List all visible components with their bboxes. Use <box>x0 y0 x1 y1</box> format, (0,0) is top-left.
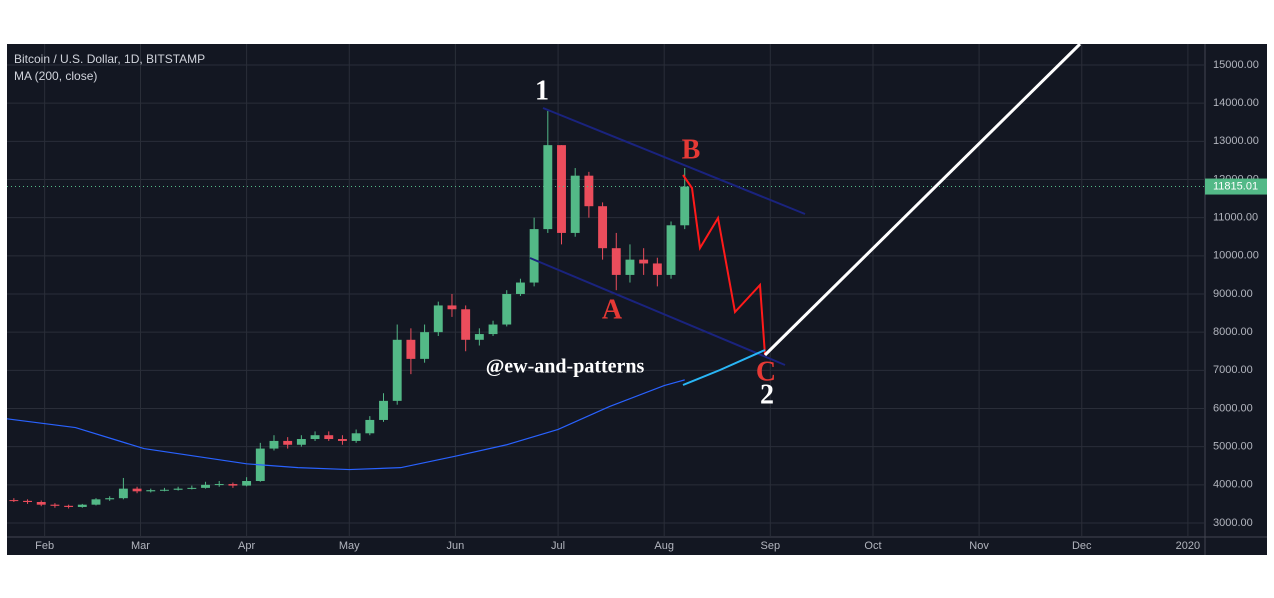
candle-body <box>365 419 375 434</box>
candle-body <box>201 484 210 488</box>
candle-body <box>611 248 621 275</box>
candle-body <box>515 282 525 294</box>
x-tick-label: Jul <box>551 540 565 552</box>
candle-body <box>461 309 471 340</box>
y-tick-label: 13000.00 <box>1213 135 1259 147</box>
upper-trendline <box>542 107 806 215</box>
candle-body <box>132 488 142 492</box>
candle-body <box>228 484 238 486</box>
candle-body <box>310 435 320 440</box>
candle-body <box>680 186 690 226</box>
chart-background <box>7 44 1267 555</box>
y-tick-label: 11000.00 <box>1213 212 1258 224</box>
wave-label: 2 <box>760 379 774 410</box>
legend-entry: MA (200, close) <box>14 69 97 83</box>
grid <box>7 44 1205 537</box>
candle-body <box>23 500 32 503</box>
candle-body <box>118 488 128 499</box>
y-tick-label: 7000.00 <box>1213 364 1253 376</box>
candle-body <box>91 499 101 505</box>
x-tick-label: Mar <box>131 540 150 552</box>
candle-body <box>420 332 430 359</box>
candle-body <box>324 435 334 440</box>
candle-body <box>584 175 594 207</box>
y-tick-label: 3000.00 <box>1213 517 1253 529</box>
y-tick-label: 5000.00 <box>1213 441 1253 453</box>
ma-line <box>6 379 685 471</box>
x-tick-label: Sep <box>761 540 781 552</box>
candle-body <box>406 339 416 359</box>
candle-body <box>242 481 252 486</box>
y-tick-label: 6000.00 <box>1213 402 1253 414</box>
x-tick-label: Apr <box>238 540 255 552</box>
wave-label: C <box>756 356 776 387</box>
marks <box>6 110 1205 509</box>
ma-projection <box>682 349 766 386</box>
last-price-box <box>1205 178 1267 195</box>
candle-body <box>160 489 169 491</box>
y-tick-label: 15000.00 <box>1213 59 1259 71</box>
candle-body <box>9 500 19 502</box>
candle-body <box>296 439 306 445</box>
chart-title: Bitcoin / U.S. Dollar, 1D, BITSTAMP <box>14 52 205 66</box>
last-price-label: 11815.01 <box>1213 180 1258 192</box>
candle-body <box>283 440 293 445</box>
candle-body <box>36 502 46 505</box>
x-tick-label: Aug <box>654 540 674 552</box>
candle-body <box>50 504 60 506</box>
candle-body <box>379 400 388 420</box>
candle-body <box>598 206 608 249</box>
candle-body <box>269 440 279 449</box>
candle-body <box>173 488 183 490</box>
candle-body <box>639 259 649 264</box>
y-tick-label: 4000.00 <box>1213 479 1253 491</box>
candle-body <box>337 439 347 441</box>
candle-body <box>570 175 580 233</box>
projected-path <box>682 174 766 356</box>
y-tick-label: 10000.00 <box>1213 250 1259 262</box>
candle-body <box>543 145 553 230</box>
candle-body <box>529 229 539 283</box>
x-tick-label: 2020 <box>1176 540 1200 552</box>
candle-body <box>666 225 676 275</box>
candle-body <box>392 339 402 401</box>
wave-label: 1 <box>535 75 549 106</box>
x-tick-label: Dec <box>1072 540 1092 552</box>
candle-body <box>351 433 361 441</box>
y-tick-label: 14000.00 <box>1213 97 1259 109</box>
x-tick-label: Oct <box>864 540 881 552</box>
candle-body <box>488 324 498 335</box>
wave-label: B <box>682 134 701 165</box>
projected-line <box>763 42 1082 357</box>
candle-body <box>105 498 115 500</box>
candle-body <box>652 263 662 275</box>
y-tick-label: 9000.00 <box>1213 288 1253 300</box>
candle-body <box>146 490 156 492</box>
candle-body <box>433 305 443 333</box>
candle-body <box>474 334 484 340</box>
x-tick-label: Feb <box>35 540 54 552</box>
x-tick-label: Nov <box>969 540 989 552</box>
lower-trendline <box>529 257 786 366</box>
x-tick-label: Jun <box>447 540 465 552</box>
candle-body <box>502 293 512 325</box>
candle-body <box>64 505 74 507</box>
candle-body <box>447 305 457 310</box>
candle-body <box>214 484 224 486</box>
candle-body <box>557 145 566 233</box>
candle-body <box>77 504 87 507</box>
wave-label: A <box>602 294 623 325</box>
candle-body <box>187 487 197 489</box>
drawings <box>529 42 1082 386</box>
y-tick-label: 8000.00 <box>1213 326 1253 338</box>
x-tick-label: May <box>339 540 360 552</box>
watermark: @ew-and-patterns <box>486 356 645 378</box>
candle-body <box>625 259 635 275</box>
